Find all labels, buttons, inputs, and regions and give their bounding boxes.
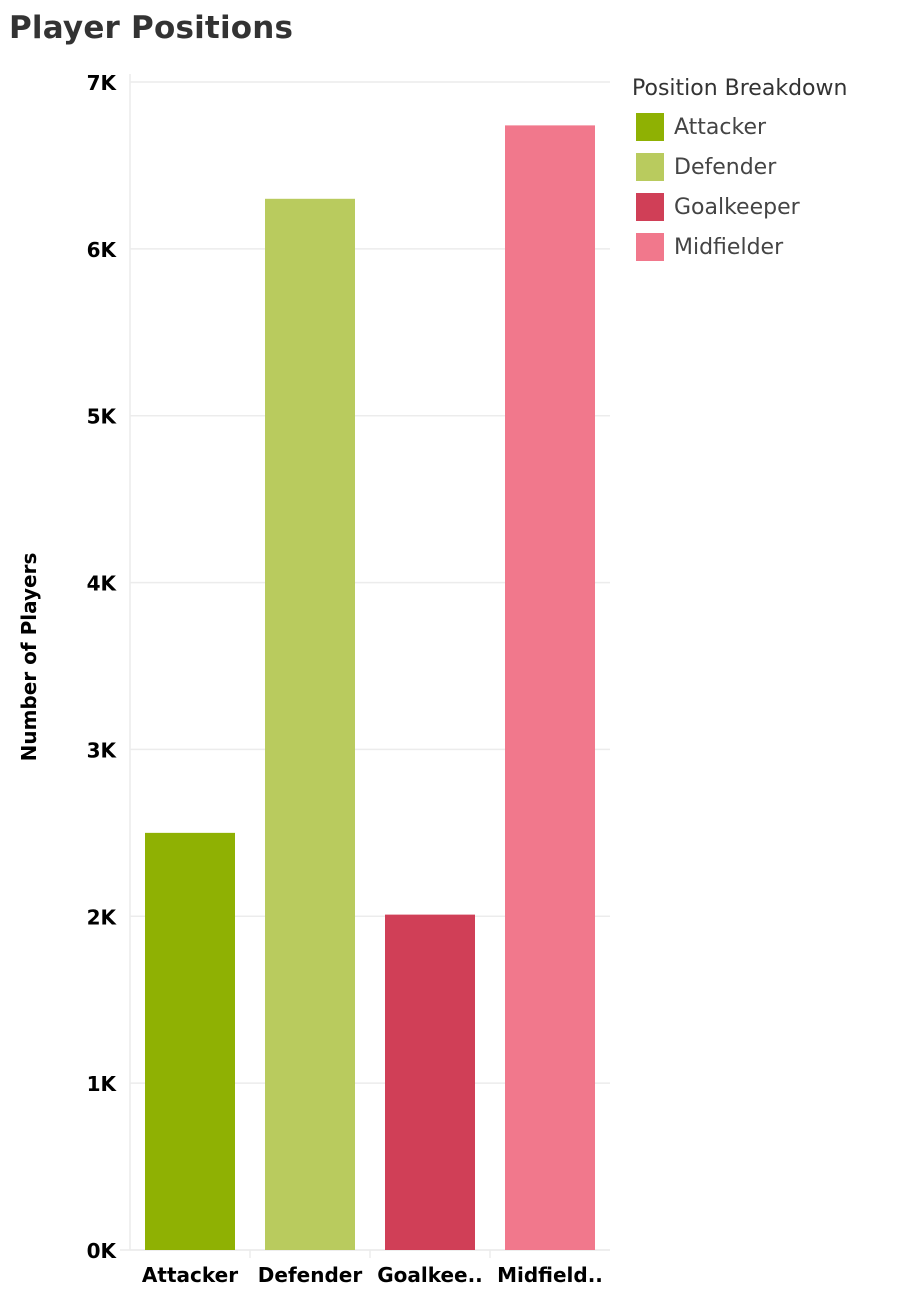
legend-items: Attacker Defender Goalkeeper Midfielder xyxy=(632,107,847,267)
y-tick-label: 4K xyxy=(87,572,118,596)
chart-title: Player Positions xyxy=(9,10,294,46)
y-axis: 0K 1K 2K 3K 4K 5K 6K 7K xyxy=(87,71,118,1263)
legend-swatch xyxy=(636,193,664,221)
x-tick-label: Defender xyxy=(258,1263,363,1287)
legend-title: Position Breakdown xyxy=(632,76,848,101)
x-tick-label: Midfield.. xyxy=(497,1263,603,1287)
y-tick-label: 3K xyxy=(87,738,118,762)
x-tick-label: Goalkee.. xyxy=(377,1263,483,1287)
bar-goalkeeper[interactable] xyxy=(385,914,475,1250)
legend-label: Defender xyxy=(674,154,777,180)
bar-defender[interactable] xyxy=(265,198,355,1250)
x-axis: Attacker Defender Goalkee.. Midfield.. xyxy=(142,1263,603,1287)
y-axis-title: Number of Players xyxy=(17,553,41,762)
legend-item-midfielder[interactable]: Midfielder xyxy=(632,227,847,267)
legend-label: Goalkeeper xyxy=(674,194,800,220)
x-tick-label: Attacker xyxy=(142,1263,238,1287)
legend-swatch xyxy=(636,153,664,181)
y-tick-label: 2K xyxy=(87,905,118,929)
legend: Position Breakdown Attacker Defender Goalk… xyxy=(632,76,847,267)
legend-swatch xyxy=(636,113,664,141)
bar-midfielder[interactable] xyxy=(505,125,595,1251)
legend-item-attacker[interactable]: Attacker xyxy=(632,107,847,147)
legend-label: Midfielder xyxy=(674,234,784,260)
bars xyxy=(145,125,595,1251)
y-tick-label: 7K xyxy=(87,71,118,95)
y-tick-label: 0K xyxy=(87,1239,118,1263)
y-tick-label: 1K xyxy=(87,1072,118,1096)
legend-swatch xyxy=(636,233,664,261)
bar-attacker[interactable] xyxy=(145,832,235,1250)
legend-label: Attacker xyxy=(674,114,767,140)
legend-item-defender[interactable]: Defender xyxy=(632,147,847,187)
y-tick-label: 6K xyxy=(87,238,118,262)
legend-item-goalkeeper[interactable]: Goalkeeper xyxy=(632,187,847,227)
y-tick-label: 5K xyxy=(87,405,118,429)
